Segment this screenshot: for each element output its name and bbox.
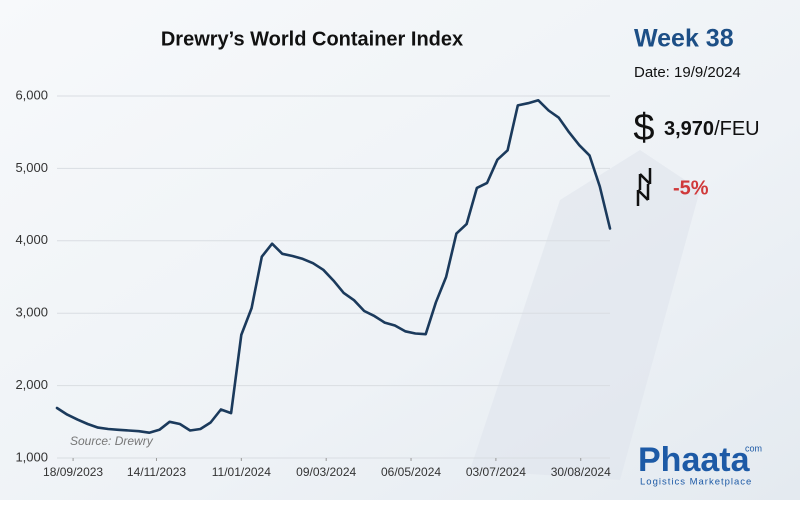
- x-tick-label: 06/05/2024: [381, 465, 441, 479]
- price: 3,970: [664, 118, 714, 140]
- dollar-icon: $: [633, 107, 654, 149]
- ship-silhouette: [470, 150, 700, 480]
- logo-tagline: Logistics Marketplace: [640, 477, 752, 488]
- source-note: Source: Drewry: [70, 434, 154, 448]
- logo-domain: com: [745, 443, 762, 453]
- x-tick-label: 03/07/2024: [466, 465, 526, 479]
- price-unit: /FEU: [714, 118, 760, 140]
- y-tick-label: 5,000: [15, 160, 48, 175]
- date-label: Date: 19/9/2024: [634, 64, 741, 81]
- series-line: [55, 99, 612, 434]
- x-tick-label: 11/01/2024: [212, 465, 271, 479]
- x-tick-label: 14/11/2023: [127, 465, 186, 479]
- x-tick-label: 30/08/2024: [551, 465, 611, 479]
- y-tick-label: 4,000: [15, 232, 48, 247]
- y-tick-label: 3,000: [15, 305, 48, 320]
- x-tick-label: 18/09/2023: [43, 465, 103, 479]
- change-value: -5%: [673, 177, 709, 199]
- x-tick-label: 09/03/2024: [296, 465, 356, 479]
- y-tick-label: 2,000: [15, 377, 48, 392]
- price-line: 3,970/FEU: [664, 118, 760, 140]
- chart-title: Drewry’s World Container Index: [161, 28, 463, 50]
- change-icon: [636, 168, 652, 206]
- logo-name: Phaata: [638, 441, 751, 479]
- week-label: Week 38: [634, 25, 734, 53]
- y-tick-label: 1,000: [15, 449, 48, 464]
- y-tick-label: 6,000: [15, 87, 48, 102]
